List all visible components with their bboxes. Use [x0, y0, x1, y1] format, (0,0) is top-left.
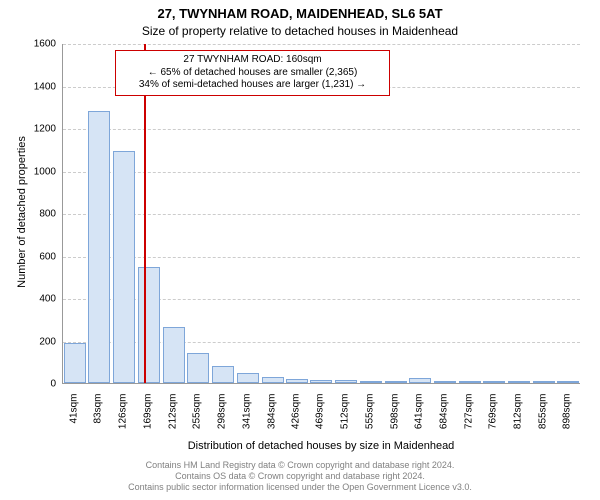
- chart-title-main: 27, TWYNHAM ROAD, MAIDENHEAD, SL6 5AT: [0, 6, 600, 21]
- histogram-bar: [310, 380, 332, 383]
- chart-container: 27, TWYNHAM ROAD, MAIDENHEAD, SL6 5AT Si…: [0, 0, 600, 500]
- annotation-line-1: 27 TWYNHAM ROAD: 160sqm: [122, 54, 383, 67]
- x-tick-label: 812sqm: [512, 394, 523, 444]
- footer-attribution: Contains HM Land Registry data © Crown c…: [0, 460, 600, 492]
- y-tick-label: 1000: [22, 166, 56, 177]
- x-tick-label: 212sqm: [167, 394, 178, 444]
- y-tick-label: 800: [22, 209, 56, 220]
- histogram-bar: [360, 381, 382, 383]
- y-tick-label: 0: [22, 379, 56, 390]
- y-gridline: [63, 172, 580, 173]
- x-tick-label: 898sqm: [562, 394, 573, 444]
- histogram-bar: [88, 111, 110, 383]
- footer-line-2: Contains OS data © Crown copyright and d…: [0, 471, 600, 482]
- histogram-bar: [138, 267, 160, 383]
- y-gridline: [63, 129, 580, 130]
- annotation-box: 27 TWYNHAM ROAD: 160sqm ← 65% of detache…: [115, 50, 390, 96]
- y-gridline: [63, 214, 580, 215]
- histogram-bar: [459, 381, 481, 383]
- y-tick-label: 200: [22, 336, 56, 347]
- x-tick-label: 469sqm: [315, 394, 326, 444]
- histogram-bar: [163, 327, 185, 383]
- annotation-line-2: ← 65% of detached houses are smaller (2,…: [122, 67, 383, 80]
- x-tick-label: 126sqm: [118, 394, 129, 444]
- histogram-bar: [385, 381, 407, 383]
- x-tick-label: 598sqm: [389, 394, 400, 444]
- y-tick-label: 1400: [22, 81, 56, 92]
- histogram-bar: [409, 378, 431, 383]
- x-tick-label: 426sqm: [290, 394, 301, 444]
- histogram-bar: [113, 151, 135, 383]
- x-tick-label: 641sqm: [414, 394, 425, 444]
- x-tick-label: 298sqm: [217, 394, 228, 444]
- y-tick-label: 400: [22, 294, 56, 305]
- x-tick-label: 41sqm: [69, 394, 80, 444]
- chart-title-sub: Size of property relative to detached ho…: [0, 24, 600, 38]
- x-tick-label: 769sqm: [488, 394, 499, 444]
- histogram-bar: [262, 377, 284, 383]
- histogram-bar: [434, 381, 456, 383]
- histogram-bar: [64, 343, 86, 383]
- y-tick-label: 1600: [22, 39, 56, 50]
- footer-line-3: Contains public sector information licen…: [0, 482, 600, 493]
- histogram-bar: [212, 366, 234, 383]
- footer-line-1: Contains HM Land Registry data © Crown c…: [0, 460, 600, 471]
- histogram-bar: [557, 381, 579, 383]
- x-tick-label: 169sqm: [142, 394, 153, 444]
- histogram-bar: [508, 381, 530, 383]
- annotation-line-3: 34% of semi-detached houses are larger (…: [122, 79, 383, 92]
- histogram-bar: [483, 381, 505, 383]
- x-tick-label: 512sqm: [340, 394, 351, 444]
- y-gridline: [63, 257, 580, 258]
- x-tick-label: 727sqm: [463, 394, 474, 444]
- x-tick-label: 384sqm: [266, 394, 277, 444]
- x-tick-label: 83sqm: [93, 394, 104, 444]
- histogram-bar: [237, 373, 259, 383]
- x-tick-label: 255sqm: [192, 394, 203, 444]
- histogram-bar: [286, 379, 308, 383]
- x-tick-label: 855sqm: [537, 394, 548, 444]
- histogram-bar: [335, 380, 357, 383]
- histogram-bar: [533, 381, 555, 383]
- y-tick-label: 600: [22, 251, 56, 262]
- x-tick-label: 555sqm: [364, 394, 375, 444]
- x-tick-label: 684sqm: [439, 394, 450, 444]
- y-gridline: [63, 44, 580, 45]
- x-tick-label: 341sqm: [241, 394, 252, 444]
- y-tick-label: 1200: [22, 124, 56, 135]
- histogram-bar: [187, 353, 209, 383]
